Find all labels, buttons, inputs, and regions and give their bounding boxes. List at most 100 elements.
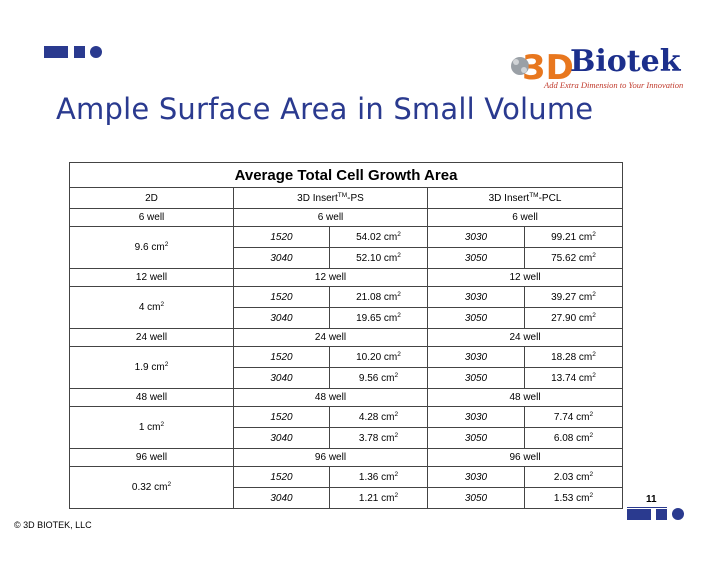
unit-exponent: 2 — [589, 410, 594, 418]
well-label-pcl: 24 well — [426, 328, 624, 347]
insert-pcl-area-value: 1.53 cm — [553, 492, 590, 504]
insert-ps-area-cell: 54.02 cm2 — [329, 226, 428, 248]
insert-pcl-area-cell: 18.28 cm2 — [523, 346, 624, 368]
well-label-2d: 12 well — [69, 268, 234, 287]
insert-ps-area-cell: 3.78 cm2 — [329, 427, 428, 449]
table-row: 3040 9.56 cm2 3050 13.74 cm2 — [70, 367, 624, 389]
insert-ps-id: 1520 — [233, 406, 330, 428]
logo-name: Biotek — [570, 44, 681, 79]
unit-exponent: 2 — [397, 290, 401, 298]
well-label-2d: 24 well — [69, 328, 234, 347]
well-label-pcl: 12 well — [426, 268, 624, 287]
area-2d-cell: 1.9 cm2 — [69, 346, 234, 389]
unit-exponent: 2 — [167, 481, 172, 488]
insert-pcl-id: 3050 — [427, 367, 525, 389]
biotek-logo-graphic: 3D — [511, 48, 574, 88]
well-label-ps: 24 well — [233, 328, 428, 347]
table-row: 4 cm2 1520 21.08 cm2 3030 39.27 cm2 — [69, 286, 624, 329]
insert-pcl-id: 3030 — [427, 286, 525, 308]
table-row: 9.6 cm2 1520 54.02 cm2 3030 99.21 cm2 — [69, 226, 624, 269]
unit-exponent: 2 — [394, 410, 399, 418]
table-row-well: 12 well 12 well 12 well — [69, 268, 624, 287]
insert-pcl-id: 3050 — [427, 247, 525, 269]
unit-exponent: 2 — [397, 350, 401, 358]
insert-pcl-area-value: 39.27 cm — [551, 291, 593, 303]
insert-ps-area-cell: 52.10 cm2 — [329, 247, 428, 269]
logo-mark: 3D — [522, 48, 574, 88]
unit-exponent: 2 — [394, 371, 399, 379]
insert-pcl-id: 3030 — [427, 406, 525, 428]
insert-pcl-area-cell: 13.74 cm2 — [523, 367, 624, 389]
well-label-2d: 96 well — [69, 448, 234, 467]
insert-ps-id: 1520 — [233, 286, 330, 308]
insert-pcl-area-cell: 75.62 cm2 — [523, 247, 624, 269]
unit-exponent: 2 — [164, 241, 169, 248]
insert-pcl-area-value: 7.74 cm — [553, 411, 590, 423]
unit-exponent: 2 — [592, 311, 596, 319]
insert-ps-area-cell: 4.28 cm2 — [329, 406, 428, 428]
insert-ps-id: 1520 — [233, 226, 330, 248]
unit-exponent: 2 — [397, 251, 401, 259]
well-label-2d: 6 well — [69, 208, 234, 227]
corner-decoration-dot — [90, 46, 102, 58]
insert-pcl-area-cell: 6.08 cm2 — [523, 427, 624, 449]
insert-pcl-area-cell: 1.53 cm2 — [523, 487, 624, 509]
unit-exponent: 2 — [589, 491, 594, 499]
area-2d-value: 1 cm — [138, 422, 161, 433]
unit-exponent: 2 — [592, 251, 596, 259]
area-2d-value: 0.32 cm — [131, 482, 168, 493]
table-row: 1.9 cm2 1520 10.20 cm2 3030 18.28 cm2 — [69, 346, 624, 389]
area-2d-value: 1.9 cm — [134, 362, 165, 373]
insert-pcl-area-cell: 27.90 cm2 — [523, 307, 624, 329]
table-row: 3040 52.10 cm2 3050 75.62 cm2 — [70, 247, 624, 269]
insert-ps-area-value: 4.28 cm — [358, 411, 395, 423]
table-banner: Average Total Cell Growth Area — [68, 162, 624, 188]
header-2d: 2D — [69, 187, 234, 209]
unit-exponent: 2 — [589, 431, 594, 439]
insert-ps-area-value: 10.20 cm — [356, 351, 398, 363]
table-row: 0.32 cm2 1520 1.36 cm2 3030 2.03 cm2 — [69, 466, 624, 509]
insert-pcl-area-cell: 39.27 cm2 — [523, 286, 624, 308]
footer-decoration-square — [656, 509, 667, 520]
insert-pcl-id: 3050 — [427, 487, 525, 509]
table-banner-row: Average Total Cell Growth Area — [68, 162, 624, 188]
unit-exponent: 2 — [589, 470, 594, 478]
logo-tagline: Add Extra Dimension to Your Innovation — [544, 80, 684, 90]
well-label-ps: 96 well — [233, 448, 428, 467]
insert-pcl-area-cell: 99.21 cm2 — [523, 226, 624, 248]
table-body: 6 well 6 well 6 well 9.6 cm2 1520 54.02 cm2 30… — [69, 208, 624, 509]
table-row: 3040 3.78 cm2 3050 6.08 cm2 — [70, 427, 624, 449]
header-ps: 3D InsertTM-PS — [233, 187, 428, 209]
copyright-notice: © 3D BIOTEK, LLC — [14, 520, 92, 530]
insert-ps-area-value: 21.08 cm — [356, 291, 398, 303]
insert-pcl-id: 3030 — [427, 226, 525, 248]
page-number-rule — [627, 507, 667, 508]
unit-exponent: 2 — [592, 350, 596, 358]
insert-ps-area-cell: 10.20 cm2 — [329, 346, 428, 368]
insert-ps-area-cell: 19.65 cm2 — [329, 307, 428, 329]
area-2d-value: 4 cm — [138, 302, 161, 313]
insert-pcl-area-value: 6.08 cm — [553, 432, 590, 444]
page-number: 11 — [646, 494, 657, 505]
area-2d-cell: 0.32 cm2 — [69, 466, 234, 509]
area-2d-value: 9.6 cm — [134, 242, 165, 253]
well-label-ps: 12 well — [233, 268, 428, 287]
insert-ps-area-value: 19.65 cm — [356, 312, 398, 324]
insert-pcl-area-value: 18.28 cm — [551, 351, 593, 363]
insert-ps-id: 3040 — [233, 487, 330, 509]
cell-growth-area-table: Average Total Cell Growth Area 2D 3D Ins… — [68, 162, 624, 509]
unit-exponent: 2 — [592, 230, 596, 238]
unit-exponent: 2 — [394, 431, 399, 439]
insert-ps-id: 3040 — [233, 427, 330, 449]
insert-ps-id: 1520 — [233, 466, 330, 488]
insert-pcl-area-cell: 7.74 cm2 — [523, 406, 624, 428]
insert-pcl-id: 3050 — [427, 307, 525, 329]
slide-title: Ample Surface Area in Small Volume — [56, 92, 594, 126]
insert-pcl-area-value: 2.03 cm — [553, 471, 590, 483]
table-row-well: 24 well 24 well 24 well — [69, 328, 624, 347]
insert-ps-area-value: 9.56 cm — [358, 372, 395, 384]
insert-ps-area-value: 1.36 cm — [358, 471, 395, 483]
unit-exponent: 2 — [592, 290, 596, 298]
corner-decoration-square — [74, 46, 85, 58]
insert-ps-id: 3040 — [233, 307, 330, 329]
